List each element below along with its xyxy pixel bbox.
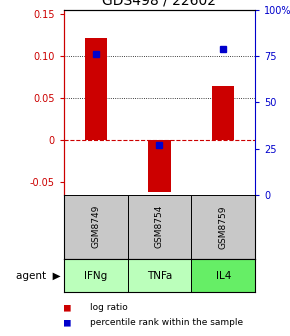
Text: IFNg: IFNg bbox=[84, 270, 107, 281]
Text: ■: ■ bbox=[64, 302, 70, 312]
Bar bbox=[191, 259, 255, 292]
Text: GSM8759: GSM8759 bbox=[219, 205, 228, 249]
Text: TNFa: TNFa bbox=[147, 270, 172, 281]
Bar bbox=[128, 259, 191, 292]
Bar bbox=[64, 259, 128, 292]
Bar bbox=[212, 86, 234, 140]
Text: IL4: IL4 bbox=[215, 270, 231, 281]
Text: percentile rank within the sample: percentile rank within the sample bbox=[90, 318, 243, 327]
Bar bbox=[85, 38, 107, 140]
Text: ■: ■ bbox=[64, 318, 70, 328]
Title: GDS498 / 22602: GDS498 / 22602 bbox=[102, 0, 217, 7]
Bar bbox=[148, 140, 171, 192]
Text: GSM8749: GSM8749 bbox=[91, 205, 100, 249]
Text: agent  ▶: agent ▶ bbox=[16, 270, 61, 281]
Bar bbox=[191, 195, 255, 259]
Bar bbox=[128, 195, 191, 259]
Text: GSM8754: GSM8754 bbox=[155, 205, 164, 249]
Bar bbox=[64, 195, 128, 259]
Text: log ratio: log ratio bbox=[90, 303, 128, 312]
